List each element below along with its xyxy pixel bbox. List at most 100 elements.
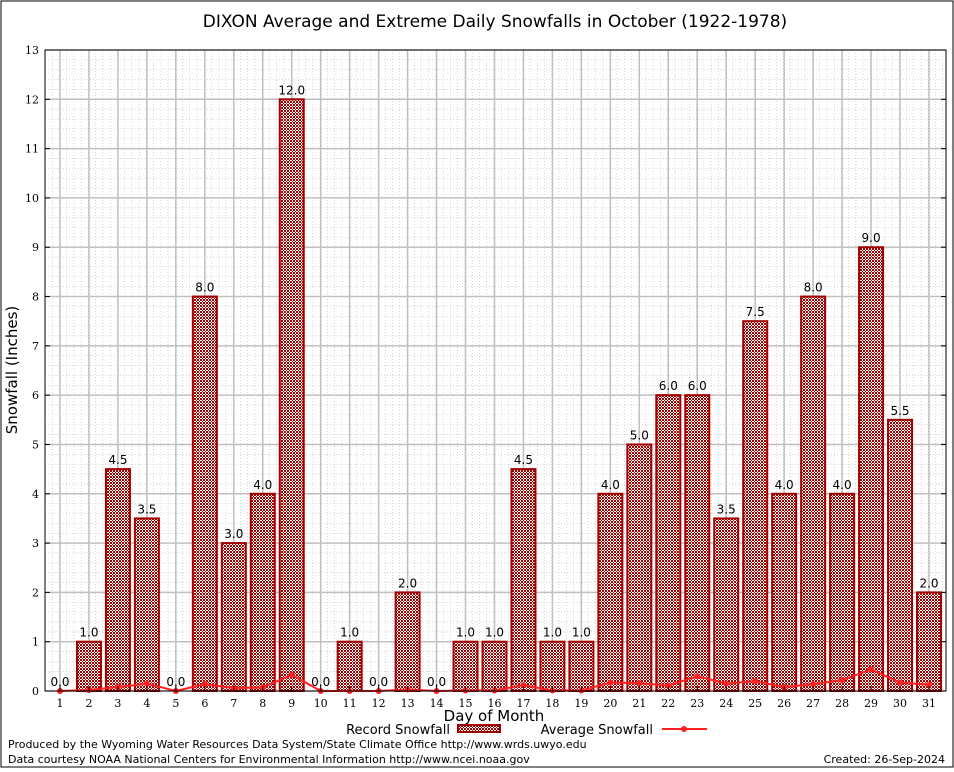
x-axis-label: Day of Month <box>444 707 545 725</box>
legend: Record Snowfall Average Snowfall <box>346 723 707 738</box>
y-tick-label: 3 <box>32 537 39 550</box>
plot-frame <box>44 49 947 692</box>
data-label: 1.0 <box>340 626 359 640</box>
data-label: 1.0 <box>543 626 562 640</box>
x-tick-label: 2 <box>85 697 92 710</box>
data-label: 6.0 <box>688 379 707 393</box>
bar-record-day-28 <box>829 492 856 692</box>
x-tick-label: 25 <box>748 697 762 710</box>
data-label: 5.5 <box>890 404 909 418</box>
x-tick-label: 12 <box>372 697 386 710</box>
y-tick-label: 4 <box>32 488 39 501</box>
x-tick-label: 20 <box>603 697 617 710</box>
data-label: 7.5 <box>746 305 765 319</box>
data-label: 8.0 <box>804 281 823 295</box>
x-tick-label: 3 <box>114 697 121 710</box>
bar-record-day-3 <box>104 468 131 692</box>
data-label: 5.0 <box>630 428 649 442</box>
data-label: 2.0 <box>919 576 938 590</box>
data-label: 0.0 <box>311 675 330 689</box>
bar-record-day-8 <box>249 492 276 692</box>
average-point-day-9 <box>288 671 295 678</box>
x-tick-label: 18 <box>545 697 559 710</box>
data-label: 8.0 <box>195 281 214 295</box>
bar-record-day-30 <box>887 418 914 692</box>
footer-courtesy: Data courtesy NOAA National Centers for … <box>8 753 530 766</box>
x-tick-label: 17 <box>516 697 530 710</box>
x-tick-label: 15 <box>459 697 473 710</box>
data-label: 1.0 <box>456 626 475 640</box>
x-tick-label: 30 <box>893 697 907 710</box>
bar-record-day-13 <box>394 591 421 693</box>
x-tick-label: 27 <box>806 697 820 710</box>
y-tick-label: 8 <box>32 291 39 304</box>
data-label: 0.0 <box>427 675 446 689</box>
bar-record-day-11 <box>336 640 363 693</box>
y-tick-label: 0 <box>32 685 39 698</box>
data-label: 4.0 <box>253 478 272 492</box>
bar-record-day-18 <box>539 640 566 693</box>
y-tick-label: 2 <box>32 586 39 599</box>
x-tick-label: 9 <box>288 697 295 710</box>
y-tick-label: 10 <box>25 192 39 205</box>
average-point-day-30 <box>897 679 904 686</box>
data-label: 4.0 <box>833 478 852 492</box>
bar-record-day-23 <box>684 394 711 692</box>
data-label: 2.0 <box>398 576 417 590</box>
x-tick-label: 29 <box>864 697 878 710</box>
data-label: 4.5 <box>108 453 127 467</box>
data-label: 0.0 <box>369 675 388 689</box>
footer-produced: Produced by the Wyoming Water Resources … <box>8 738 587 751</box>
footer-created: Created: 26-Sep-2024 <box>824 753 945 766</box>
bar-record-day-6 <box>191 295 218 692</box>
y-tick-label: 12 <box>25 93 39 106</box>
legend-label-average: Average Snowfall <box>541 723 653 738</box>
data-label: 0.0 <box>50 675 69 689</box>
x-tick-label: 28 <box>835 697 849 710</box>
bar-record-day-29 <box>858 246 885 692</box>
average-point-day-23 <box>694 673 701 680</box>
data-label: 4.0 <box>775 478 794 492</box>
data-label: 12.0 <box>278 83 305 97</box>
bar-record-day-15 <box>452 640 479 693</box>
average-point-day-27 <box>810 681 817 688</box>
average-point-day-28 <box>839 677 846 684</box>
y-tick-label: 13 <box>25 44 39 57</box>
bar-record-day-26 <box>771 492 798 692</box>
x-tick-label: 10 <box>314 697 328 710</box>
average-point-day-17 <box>520 682 527 689</box>
average-point-day-22 <box>665 682 672 689</box>
chart-title: DIXON Average and Extreme Daily Snowfall… <box>203 12 787 32</box>
bar-record-day-4 <box>133 517 160 693</box>
average-point-day-29 <box>868 666 875 673</box>
bar-record-day-19 <box>568 640 595 693</box>
average-point-day-25 <box>752 678 759 685</box>
bar-record-day-7 <box>220 542 247 692</box>
x-tick-label: 19 <box>574 697 588 710</box>
data-label: 3.5 <box>137 502 156 516</box>
bar-record-day-21 <box>626 443 653 693</box>
x-tick-label: 13 <box>401 697 415 710</box>
average-point-day-24 <box>723 680 730 687</box>
x-tick-label: 22 <box>661 697 675 710</box>
x-tick-label: 1 <box>57 697 64 710</box>
y-axis-label: Snowfall (Inches) <box>3 306 21 434</box>
bar-record-day-31 <box>916 591 942 693</box>
bar-record-day-24 <box>713 517 740 693</box>
legend-label-record: Record Snowfall <box>346 723 450 738</box>
legend-swatch-record <box>457 724 501 733</box>
average-point-day-31 <box>926 681 932 688</box>
bar-record-day-17 <box>510 468 537 692</box>
y-tick-label: 11 <box>25 143 39 156</box>
x-tick-label: 31 <box>922 697 936 710</box>
x-tick-label: 11 <box>343 697 357 710</box>
x-tick-label: 14 <box>430 697 444 710</box>
bar-record-day-9 <box>278 98 305 693</box>
bar-record-day-16 <box>481 640 508 693</box>
data-label: 3.0 <box>224 527 243 541</box>
y-tick-label: 1 <box>32 636 39 649</box>
x-tick-label: 23 <box>690 697 704 710</box>
legend-marker-average <box>681 726 687 732</box>
